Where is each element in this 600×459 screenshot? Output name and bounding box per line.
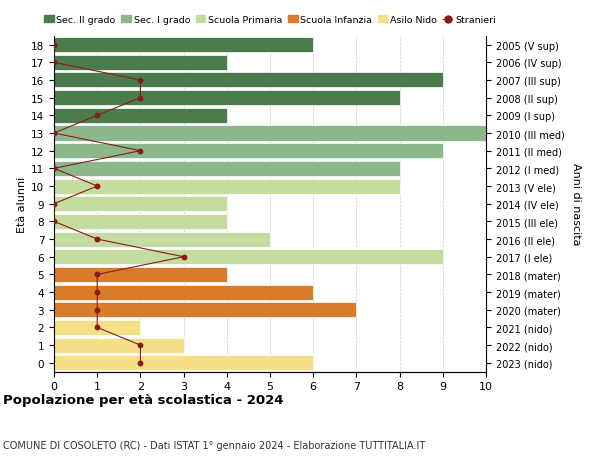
- Point: [92, 324, 102, 331]
- Y-axis label: Età alunni: Età alunni: [17, 176, 27, 232]
- Point: [136, 359, 145, 367]
- Y-axis label: Anni di nascita: Anni di nascita: [571, 163, 581, 246]
- Bar: [54, 109, 227, 123]
- Bar: [54, 338, 184, 353]
- Point: [49, 42, 59, 49]
- Bar: [54, 355, 313, 370]
- Point: [136, 95, 145, 102]
- Bar: [54, 285, 313, 300]
- Bar: [54, 56, 227, 71]
- Point: [136, 341, 145, 349]
- Point: [92, 236, 102, 243]
- Point: [92, 271, 102, 279]
- Point: [92, 112, 102, 120]
- Point: [92, 307, 102, 314]
- Point: [49, 201, 59, 208]
- Bar: [54, 38, 313, 53]
- Bar: [54, 73, 443, 88]
- Point: [49, 130, 59, 137]
- Bar: [54, 232, 270, 247]
- Bar: [54, 91, 400, 106]
- Point: [136, 148, 145, 155]
- Bar: [54, 197, 227, 212]
- Text: Popolazione per età scolastica - 2024: Popolazione per età scolastica - 2024: [3, 393, 284, 406]
- Bar: [54, 179, 400, 194]
- Bar: [54, 144, 443, 159]
- Point: [92, 289, 102, 296]
- Bar: [54, 250, 443, 265]
- Text: COMUNE DI COSOLETO (RC) - Dati ISTAT 1° gennaio 2024 - Elaborazione TUTTITALIA.I: COMUNE DI COSOLETO (RC) - Dati ISTAT 1° …: [3, 440, 425, 450]
- Bar: [54, 126, 486, 141]
- Point: [49, 60, 59, 67]
- Point: [49, 218, 59, 225]
- Bar: [54, 162, 400, 176]
- Bar: [54, 214, 227, 230]
- Bar: [54, 267, 227, 282]
- Point: [136, 77, 145, 84]
- Bar: [54, 320, 140, 335]
- Point: [179, 253, 188, 261]
- Bar: [54, 302, 356, 318]
- Point: [92, 183, 102, 190]
- Point: [49, 165, 59, 173]
- Legend: Sec. II grado, Sec. I grado, Scuola Primaria, Scuola Infanzia, Asilo Nido, Stran: Sec. II grado, Sec. I grado, Scuola Prim…: [40, 12, 500, 28]
